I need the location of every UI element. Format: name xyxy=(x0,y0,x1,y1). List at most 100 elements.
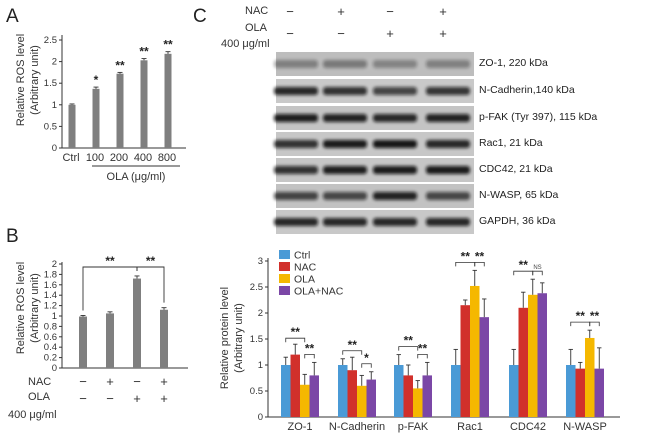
panel-b-bracket xyxy=(136,266,165,303)
blot-label-gapdh: GAPDH, 36 kDa xyxy=(479,215,556,227)
panel-b-nac-3: − xyxy=(133,374,141,389)
panel-c-dose-label: 400 μg/ml xyxy=(221,38,270,50)
panel-c-bracket-label: ** xyxy=(348,338,358,352)
panel-b-ola-4: + xyxy=(160,391,168,406)
panel-c-ytick-label: 0.5 xyxy=(250,386,263,397)
panel-c-bracket xyxy=(361,363,372,368)
panel-a-xtick-label: Ctrl xyxy=(62,152,79,164)
panel-c-bracket-label: ** xyxy=(461,249,471,263)
panel-c-xtick-label: ZO-1 xyxy=(287,421,312,433)
panel-c-xtick-label: Rac1 xyxy=(457,421,483,433)
panel-c-bar-ctrl xyxy=(281,365,291,417)
panel-c-bracket xyxy=(589,321,600,327)
panel-a-ytick-label: 1 xyxy=(52,100,57,111)
blot-band xyxy=(373,140,417,148)
panel-c-ytick-label: 1 xyxy=(258,360,263,371)
panel-b-letter: B xyxy=(6,226,19,247)
panel-b-ytick-label: 1.2 xyxy=(44,301,57,312)
panel-b-nac-label: NAC xyxy=(28,376,51,388)
panel-a-xtick-label: 800 xyxy=(158,152,176,164)
panel-a-chart: Relative ROS level (Arbitrary unit) 0 0.5… xyxy=(15,34,186,183)
panel-a-ytick-label: 0 xyxy=(52,143,57,154)
panel-a-ytick-label: 1.5 xyxy=(44,78,57,89)
panel-c-bracket xyxy=(417,353,428,359)
blot-label-cdc42: CDC42, 21 kDa xyxy=(479,163,553,175)
panel-a-letter: A xyxy=(6,6,19,27)
blot-band xyxy=(274,192,318,200)
panel-c-bracket-label: ** xyxy=(404,334,414,348)
panel-b-nac-1: − xyxy=(79,374,87,389)
panel-b-ytick-label: 1 xyxy=(52,311,57,322)
panel-c-chart: Relative protein level (Arbitrary unit) … xyxy=(219,249,620,433)
panel-b-bar xyxy=(79,316,87,368)
panel-c-bracket xyxy=(398,346,419,351)
panel-b-bracket-label: ** xyxy=(146,254,156,268)
panel-c-ytick-label: 2.5 xyxy=(250,282,263,293)
panel-c-ylabel-line1: Relative protein level xyxy=(219,287,231,389)
legend-label: NAC xyxy=(294,262,317,274)
panel-c-bar-ola-nac xyxy=(537,293,547,417)
panel-a-bar xyxy=(140,60,148,148)
panel-c-bracket-label: ** xyxy=(519,258,529,272)
panel-c-bracket xyxy=(285,337,306,343)
panel-c-bar-nac xyxy=(460,305,470,417)
panel-b-ytick-label: 0.4 xyxy=(44,342,57,353)
panel-a-ytick-label: 2.5 xyxy=(44,35,57,46)
blot-band xyxy=(323,140,367,148)
panel-c-bar-ola-nac xyxy=(422,375,432,417)
legend-swatch-nac xyxy=(279,262,290,271)
blot-label-ncadherin: N-Cadherin,140 kDa xyxy=(479,84,575,96)
blot-band xyxy=(323,218,367,226)
blot-band xyxy=(426,140,470,148)
panel-c-bar-ola xyxy=(470,285,480,417)
blot-band xyxy=(274,60,318,68)
panel-c-ytick-label: 3 xyxy=(258,256,263,267)
panel-c-bar-ola xyxy=(585,337,595,417)
panel-c-bracket xyxy=(474,261,485,267)
panel-c-ola-label: OLA xyxy=(245,22,268,34)
panel-a-significance: * xyxy=(94,73,99,87)
blot-label-nwasp: N-WASP, 65 kDa xyxy=(479,189,559,201)
panel-c-bar-ola-nac xyxy=(366,379,376,417)
blot-band xyxy=(323,87,367,95)
panel-c-bar-nac xyxy=(518,307,528,417)
panel-c-xtick-label: N-WASP xyxy=(563,421,607,433)
panel-c-bar-ctrl xyxy=(338,365,348,417)
panel-c-bar-ola-nac xyxy=(479,317,489,417)
blot-label-rac1: Rac1, 21 kDa xyxy=(479,137,543,149)
legend-swatch-ctrl xyxy=(279,250,290,259)
panel-a-significance: ** xyxy=(139,45,149,59)
panel-a-significance: ** xyxy=(115,58,125,72)
panel-c-bracket xyxy=(532,270,543,276)
legend-label: Ctrl xyxy=(294,250,310,262)
panel-c-bracket-label: NS xyxy=(533,265,541,271)
panel-b-ola-3: + xyxy=(133,391,141,406)
panel-c-bar-ola xyxy=(413,388,423,417)
panel-c-bracket-label: ** xyxy=(576,309,586,323)
blot-label-zo1: ZO-1, 220 kDa xyxy=(479,57,548,69)
panel-b-bar xyxy=(133,278,141,368)
panel-a-bar xyxy=(164,53,172,148)
blot-band xyxy=(323,60,367,68)
panel-c-bar-ola xyxy=(300,384,310,417)
panel-c-bar-ola xyxy=(528,294,538,417)
blot-label-pfak: p-FAK (Tyr 397), 115 kDa xyxy=(479,111,597,123)
panel-c-bracket-label: ** xyxy=(291,325,301,339)
panel-b-y-ticks: 00.20.40.60.811.21.41.61.82 xyxy=(44,259,62,374)
panel-b-ytick-label: 2 xyxy=(52,259,57,270)
panel-a-bars: Ctrl * 100 ** 200 ** 400 ** 800 xyxy=(62,38,176,164)
panel-a-y-ticks: 0 0.5 1 1.5 2 2.5 xyxy=(44,35,62,154)
panel-c-nac-2: + xyxy=(337,4,345,19)
blot-band xyxy=(426,166,470,174)
blot-band xyxy=(426,218,470,226)
panel-c-nac-label: NAC xyxy=(245,5,268,17)
panel-c-nac-1: − xyxy=(286,4,294,19)
panel-c-bar-ctrl xyxy=(394,365,404,417)
panel-b-nac-4: + xyxy=(160,374,168,389)
panel-b-ola-1: − xyxy=(79,391,87,406)
panel-a-xtick-label: 400 xyxy=(134,152,152,164)
panel-b-bracket xyxy=(82,266,138,311)
blot-band xyxy=(274,218,318,226)
blot-band xyxy=(323,166,367,174)
